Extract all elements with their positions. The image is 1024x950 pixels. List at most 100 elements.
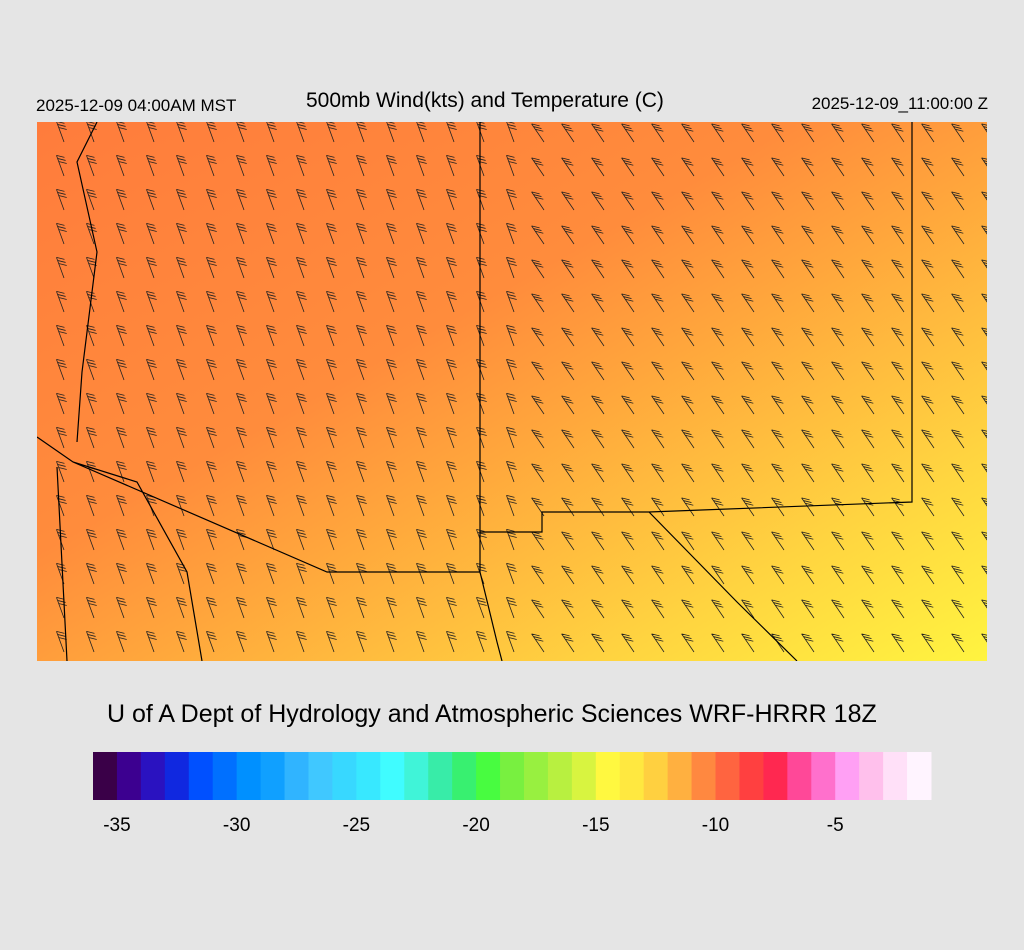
wind-barb bbox=[56, 324, 67, 347]
wind-barb bbox=[951, 565, 965, 585]
wind-barb bbox=[741, 327, 755, 347]
wind-barb bbox=[236, 494, 247, 517]
wind-barb bbox=[236, 426, 247, 449]
colorbar-swatch bbox=[691, 752, 717, 800]
wind-barb bbox=[236, 188, 247, 211]
wind-barb bbox=[561, 123, 575, 143]
wind-barb bbox=[981, 123, 987, 133]
wind-barb bbox=[386, 256, 397, 279]
wind-barb bbox=[891, 327, 905, 347]
wind-barb bbox=[446, 358, 457, 381]
wind-barb bbox=[591, 123, 605, 143]
wind-barb bbox=[356, 290, 367, 313]
wind-barb bbox=[386, 290, 397, 313]
colorbar-swatch bbox=[476, 752, 501, 800]
wind-barb bbox=[266, 154, 277, 177]
wind-barb bbox=[561, 395, 575, 415]
wind-barb bbox=[236, 358, 247, 381]
wind-barb bbox=[651, 157, 665, 177]
wind-barb bbox=[86, 392, 97, 415]
wind-barb bbox=[386, 358, 397, 381]
wind-barb bbox=[711, 225, 725, 245]
wind-barb bbox=[531, 123, 545, 143]
wind-barb bbox=[771, 565, 785, 585]
wind-barb bbox=[116, 596, 127, 619]
wind-barb bbox=[506, 596, 517, 619]
wind-barb bbox=[891, 463, 905, 483]
wind-barb bbox=[591, 565, 605, 585]
colorbar-swatch bbox=[547, 752, 573, 800]
wind-barb bbox=[651, 633, 665, 653]
wind-barb bbox=[326, 596, 337, 619]
wind-barb bbox=[236, 528, 247, 551]
wind-barb bbox=[561, 293, 575, 313]
wind-barb bbox=[236, 256, 247, 279]
wind-barb bbox=[981, 463, 987, 473]
wind-barb bbox=[741, 395, 755, 415]
wind-barb bbox=[711, 259, 725, 279]
wind-barb bbox=[356, 188, 367, 211]
wind-barb bbox=[951, 157, 965, 177]
wind-barb bbox=[476, 596, 487, 619]
wind-barb bbox=[921, 191, 935, 211]
wind-barb bbox=[681, 293, 695, 313]
wind-barb bbox=[416, 392, 427, 415]
wind-barb bbox=[266, 188, 277, 211]
wind-barb bbox=[561, 157, 575, 177]
wind-barb bbox=[416, 528, 427, 551]
colorbar-tick-label: -25 bbox=[343, 815, 370, 836]
wind-barb bbox=[861, 327, 875, 347]
wind-barb bbox=[176, 324, 187, 347]
wind-barb bbox=[981, 565, 987, 575]
wind-barb bbox=[681, 599, 695, 619]
wind-barb bbox=[741, 361, 755, 381]
wind-barb bbox=[561, 191, 575, 211]
wind-barb bbox=[146, 122, 157, 143]
wind-barb bbox=[386, 460, 397, 483]
wind-barb bbox=[86, 324, 97, 347]
wind-barb bbox=[296, 358, 307, 381]
wind-barb bbox=[951, 293, 965, 313]
wind-barb bbox=[146, 630, 157, 653]
wind-barb bbox=[861, 225, 875, 245]
colorbar-swatch bbox=[859, 752, 884, 800]
wind-barb bbox=[236, 460, 247, 483]
wind-barb bbox=[296, 630, 307, 653]
wind-barb bbox=[356, 630, 367, 653]
wind-barb bbox=[651, 599, 665, 619]
wind-barb bbox=[621, 565, 635, 585]
wind-barb bbox=[921, 293, 935, 313]
wind-barb bbox=[386, 188, 397, 211]
colorbar-swatch bbox=[116, 752, 142, 800]
wind-barb bbox=[891, 361, 905, 381]
wind-barb bbox=[296, 528, 307, 551]
wind-barb bbox=[561, 633, 575, 653]
wind-barb bbox=[506, 562, 517, 585]
wind-barb bbox=[621, 395, 635, 415]
wind-barb bbox=[506, 222, 517, 245]
wind-barb bbox=[206, 460, 217, 483]
wind-barb bbox=[981, 633, 987, 643]
wind-barb bbox=[921, 429, 935, 449]
wind-barb bbox=[951, 327, 965, 347]
wind-barb bbox=[56, 256, 67, 279]
wind-barb bbox=[266, 596, 277, 619]
wind-barb bbox=[771, 259, 785, 279]
wind-barb bbox=[711, 497, 725, 517]
wind-barb bbox=[621, 157, 635, 177]
wind-barb bbox=[446, 122, 457, 143]
wind-barb bbox=[326, 358, 337, 381]
wind-barb bbox=[116, 188, 127, 211]
wind-barb bbox=[356, 494, 367, 517]
colorbar-swatch bbox=[907, 752, 932, 800]
colorbar: -35 -30 -25 -20 -15 -10 -5 bbox=[93, 752, 932, 836]
wind-barb bbox=[861, 123, 875, 143]
colorbar-swatch bbox=[787, 752, 812, 800]
wind-barb bbox=[446, 324, 457, 347]
wind-barb bbox=[861, 531, 875, 551]
wind-barb bbox=[531, 293, 545, 313]
wind-barb bbox=[446, 290, 457, 313]
wind-barb bbox=[446, 562, 457, 585]
wind-barb bbox=[86, 494, 97, 517]
wind-barb bbox=[356, 528, 367, 551]
